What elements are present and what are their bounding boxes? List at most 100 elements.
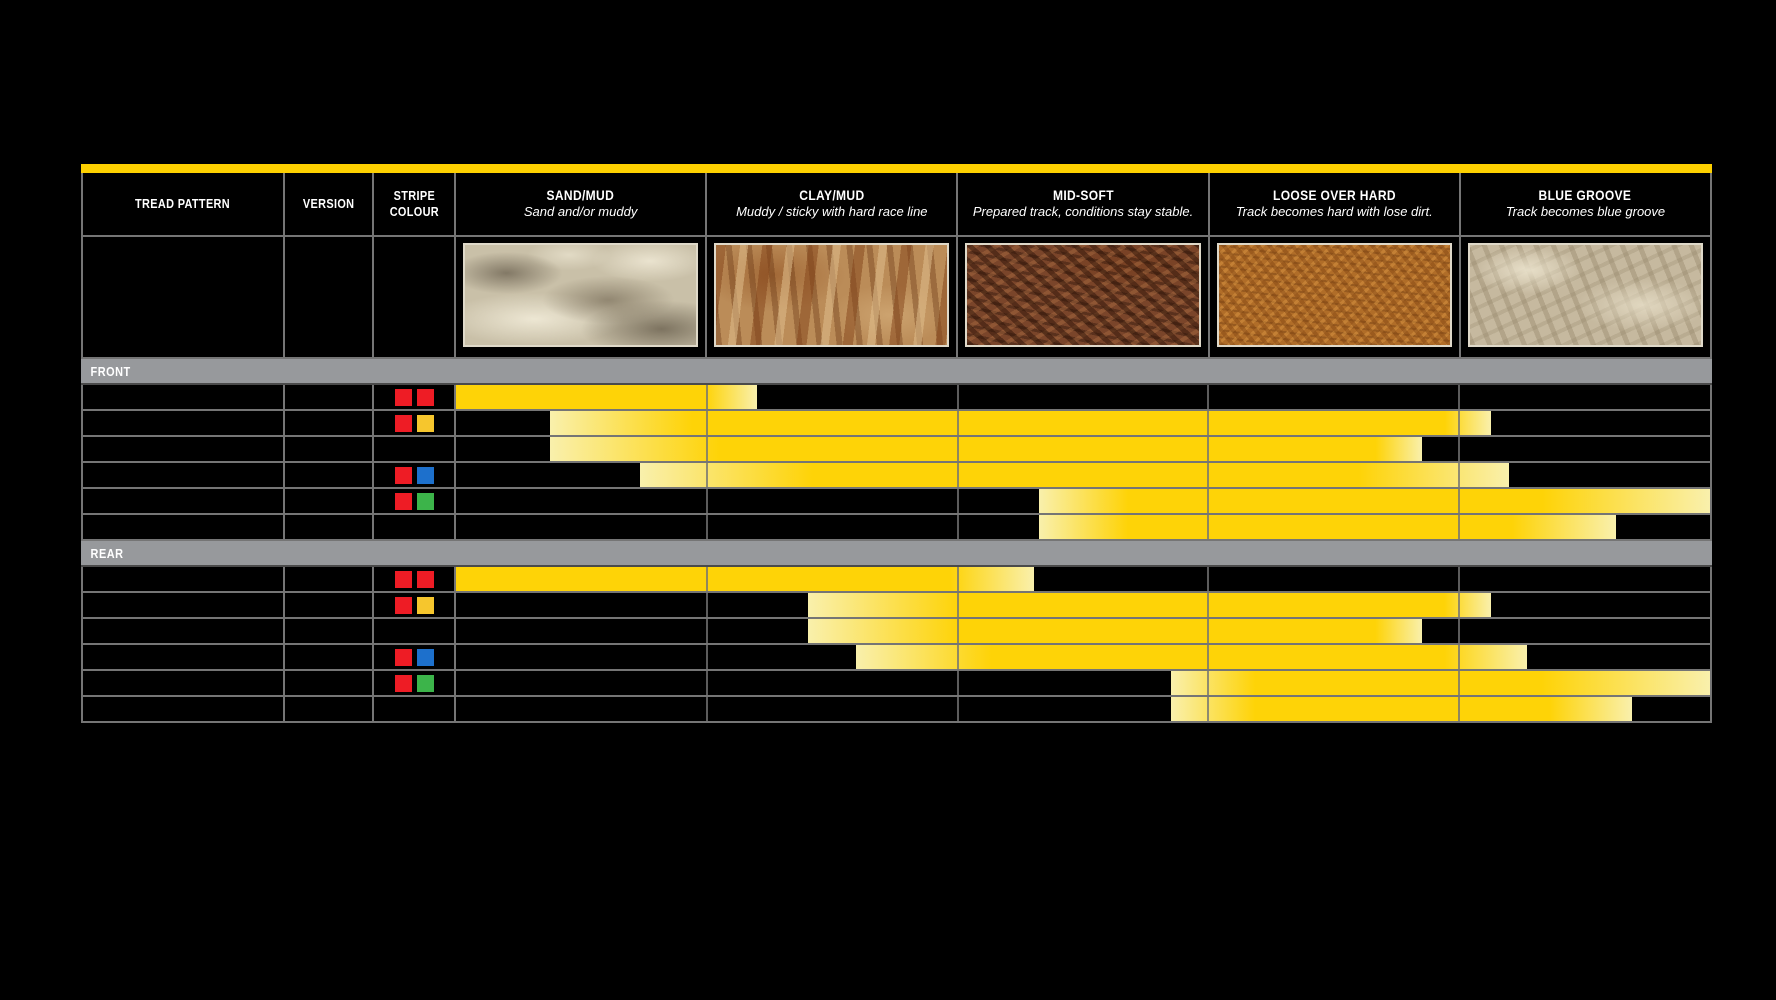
column-separator (705, 515, 708, 539)
sand-mud-terrain-image (463, 243, 699, 347)
condition-range-bar (1039, 489, 1710, 513)
column-separator (705, 645, 708, 669)
conditions-bar-area (456, 515, 1710, 539)
clay-mud-terrain-image (714, 243, 950, 347)
green-stripe-swatch (416, 674, 434, 692)
condition-range-bar (550, 437, 1422, 461)
column-separator (1207, 671, 1210, 695)
condition-range-bar (808, 593, 1491, 617)
col-header-label: VERSION (302, 196, 355, 212)
section-label: REAR (90, 545, 124, 561)
conditions-bar-area (456, 697, 1710, 721)
column-separator (956, 619, 959, 643)
conditions-bar-area (456, 385, 1710, 409)
conditions-bar-area (456, 671, 1710, 695)
stripe-colour-cell (374, 619, 456, 643)
column-separator (1458, 385, 1461, 409)
column-separator (1207, 463, 1210, 487)
stripe-colour-cell (374, 411, 456, 435)
terrain-title: BLUE GROOVE (1539, 187, 1632, 204)
column-separator (1207, 619, 1210, 643)
rear-row-3 (83, 619, 1710, 645)
stripe-colour-cell (374, 515, 456, 539)
stripe-header-line2: COLOUR (389, 204, 439, 219)
column-separator (1207, 385, 1210, 409)
col-header-stripe-colour: STRIPE COLOUR (374, 173, 456, 235)
blue-stripe-swatch (416, 648, 434, 666)
column-separator (956, 645, 959, 669)
front-section-header: FRONT (81, 359, 1712, 385)
yellow-stripe-swatch (416, 414, 434, 432)
tread-pattern-cell (83, 515, 285, 539)
red-stripe-swatch (416, 388, 434, 406)
version-cell (285, 437, 374, 461)
rear-row-5 (83, 671, 1710, 697)
column-separator (1458, 697, 1461, 721)
stripe-colour-cell (374, 437, 456, 461)
column-separator (705, 437, 708, 461)
terrain-header-group: SAND/MUD Sand and/or muddy CLAY/MUD Mudd… (456, 173, 1710, 235)
terrain-title: CLAY/MUD (799, 187, 865, 204)
accent-bar (81, 164, 1712, 173)
column-separator (956, 671, 959, 695)
column-separator (956, 437, 959, 461)
terrain-title: MID-SOFT (1052, 187, 1114, 204)
tread-pattern-cell (83, 385, 285, 409)
terrain-image-cell (1461, 237, 1710, 357)
section-label: FRONT (90, 363, 131, 379)
column-separator (956, 411, 959, 435)
empty-version-cell (285, 237, 374, 357)
red-stripe-swatch (394, 466, 412, 484)
terrain-title: SAND/MUD (546, 187, 615, 204)
terrain-image-cell (1210, 237, 1461, 357)
condition-range-bar (1170, 697, 1633, 721)
version-cell (285, 515, 374, 539)
col-header-label: STRIPE COLOUR (389, 188, 438, 219)
tread-pattern-cell (83, 489, 285, 513)
terrain-image-cell (958, 237, 1210, 357)
blue-stripe-swatch (416, 466, 434, 484)
conditions-bar-area (456, 411, 1710, 435)
column-separator (1207, 593, 1210, 617)
tread-pattern-cell (83, 671, 285, 695)
column-separator (956, 515, 959, 539)
blue-groove-terrain-image (1467, 243, 1704, 347)
stripe-colour-cell (374, 645, 456, 669)
conditions-bar-area (456, 619, 1710, 643)
column-separator (956, 567, 959, 591)
column-separator (1207, 567, 1210, 591)
column-separator (956, 593, 959, 617)
column-separator (1458, 411, 1461, 435)
condition-range-bar (456, 385, 757, 409)
terrain-image-cell (456, 237, 708, 357)
col-header-version: VERSION (285, 173, 374, 235)
sections-container: FRONT REAR (81, 359, 1712, 723)
column-separator (1207, 489, 1210, 513)
col-header-label: TREAD PATTERN (135, 196, 231, 212)
stripe-header-line1: STRIPE (393, 188, 435, 204)
terrain-subtitle: Prepared track, conditions stay stable. (972, 204, 1194, 220)
column-separator (1458, 619, 1461, 643)
mid-soft-terrain-image (965, 243, 1201, 347)
terrain-subtitle: Track becomes blue groove (1505, 204, 1666, 220)
version-cell (285, 385, 374, 409)
column-separator (705, 411, 708, 435)
front-row-5 (83, 489, 1710, 515)
col-header-sand-mud: SAND/MUD Sand and/or muddy (456, 173, 708, 235)
rear-row-2 (83, 593, 1710, 619)
front-row-2 (83, 411, 1710, 437)
red-stripe-swatch (394, 596, 412, 614)
column-separator (705, 385, 708, 409)
column-separator (956, 489, 959, 513)
red-stripe-swatch (394, 674, 412, 692)
column-separator (705, 463, 708, 487)
conditions-bar-area (456, 463, 1710, 487)
column-separator (956, 463, 959, 487)
stripe-colour-cell (374, 671, 456, 695)
condition-range-bar (1039, 515, 1616, 539)
version-cell (285, 593, 374, 617)
red-stripe-swatch (394, 414, 412, 432)
stripe-colour-cell (374, 593, 456, 617)
loose-over-hard-terrain-image (1216, 243, 1452, 347)
